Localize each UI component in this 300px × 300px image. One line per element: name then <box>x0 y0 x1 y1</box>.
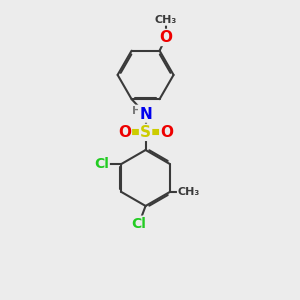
Text: CH₃: CH₃ <box>155 15 177 25</box>
Text: Cl: Cl <box>131 217 146 231</box>
Text: O: O <box>160 30 172 45</box>
Text: Cl: Cl <box>94 157 109 171</box>
Text: CH₃: CH₃ <box>178 187 200 197</box>
Text: S: S <box>140 125 151 140</box>
Text: O: O <box>160 125 173 140</box>
Text: O: O <box>118 125 131 140</box>
Text: H: H <box>132 106 141 116</box>
Text: N: N <box>139 106 152 122</box>
